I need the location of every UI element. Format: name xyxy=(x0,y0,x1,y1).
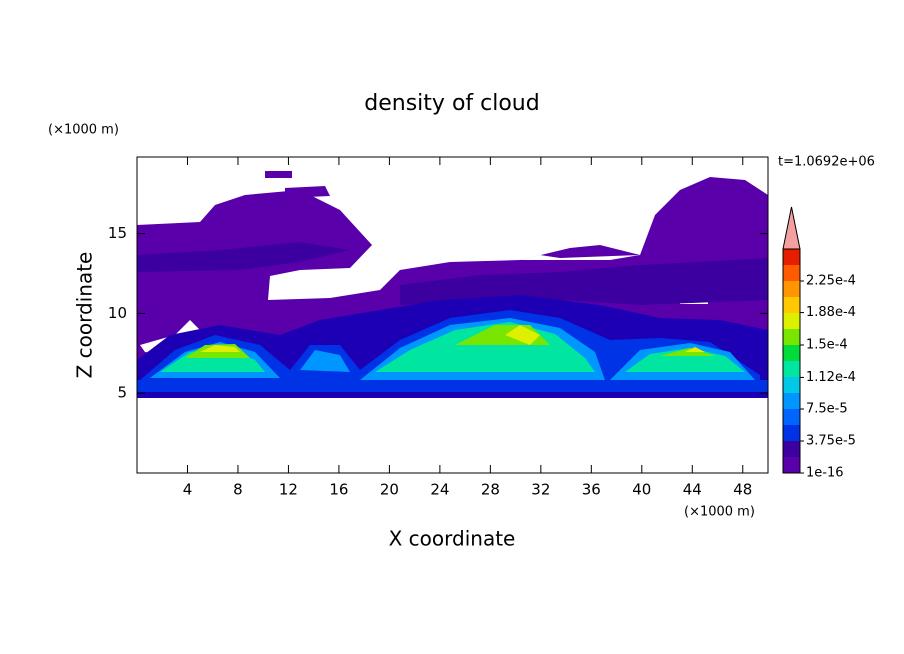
chart-title: density of cloud xyxy=(364,91,539,116)
colorbar-band xyxy=(783,249,800,265)
colorbar-band xyxy=(783,313,800,329)
colorbar-band xyxy=(783,457,800,473)
colorbar-tick-label: 1.5e-4 xyxy=(806,338,848,353)
contour-region xyxy=(265,171,330,198)
colorbar-tick-label: 7.5e-5 xyxy=(806,402,848,417)
y-unit: (×1000 m) xyxy=(48,123,119,138)
colorbar-tick-label: 1e-16 xyxy=(806,466,844,481)
y-tick-label: 5 xyxy=(117,384,127,402)
plot-frame xyxy=(136,156,769,474)
x-tick-label: 36 xyxy=(582,481,601,499)
x-unit: (×1000 m) xyxy=(684,505,755,520)
colorbar-band xyxy=(783,265,800,281)
x-tick-label: 40 xyxy=(632,481,651,499)
contour-region xyxy=(137,392,768,398)
x-tick-label: 12 xyxy=(279,481,298,499)
x-tick-label: 44 xyxy=(683,481,702,499)
colorbar-band xyxy=(783,441,800,457)
colorbar-band xyxy=(783,393,800,409)
colorbar-tick-label: 1.88e-4 xyxy=(806,305,856,320)
colorbar-band xyxy=(783,361,800,377)
contour-region xyxy=(137,380,768,394)
colorbar-band xyxy=(783,329,800,345)
x-tick-label: 8 xyxy=(233,481,243,499)
x-axis-label: X coordinate xyxy=(389,527,516,551)
colorbar-band xyxy=(783,425,800,441)
contour-region xyxy=(185,325,715,358)
contour-field xyxy=(137,171,768,398)
x-tick-label: 48 xyxy=(733,481,752,499)
x-tick-label: 16 xyxy=(329,481,348,499)
y-tick-label: 15 xyxy=(108,224,127,242)
x-tick-label: 4 xyxy=(183,481,193,499)
contour-region xyxy=(137,242,768,305)
contour-region xyxy=(160,322,745,372)
colorbar-tick-label: 2.25e-4 xyxy=(806,274,856,289)
x-tick-label: 32 xyxy=(531,481,550,499)
colorbar-band xyxy=(783,281,800,297)
time-annotation: t=1.0692e+06 xyxy=(778,155,875,170)
y-tick-label: 10 xyxy=(108,304,127,322)
x-tick-label: 20 xyxy=(380,481,399,499)
colorbar-band xyxy=(783,409,800,425)
colorbar-tick-label: 3.75e-5 xyxy=(806,434,856,449)
x-tick-label: 24 xyxy=(430,481,449,499)
y-axis-label: Z coordinate xyxy=(73,252,97,379)
colorbar-over xyxy=(782,206,801,250)
colorbar-band xyxy=(783,297,800,313)
colorbar-tick-label: 1.12e-4 xyxy=(806,370,856,385)
colorbar-band xyxy=(783,345,800,361)
x-tick-label: 28 xyxy=(481,481,500,499)
colorbar-band xyxy=(783,377,800,393)
